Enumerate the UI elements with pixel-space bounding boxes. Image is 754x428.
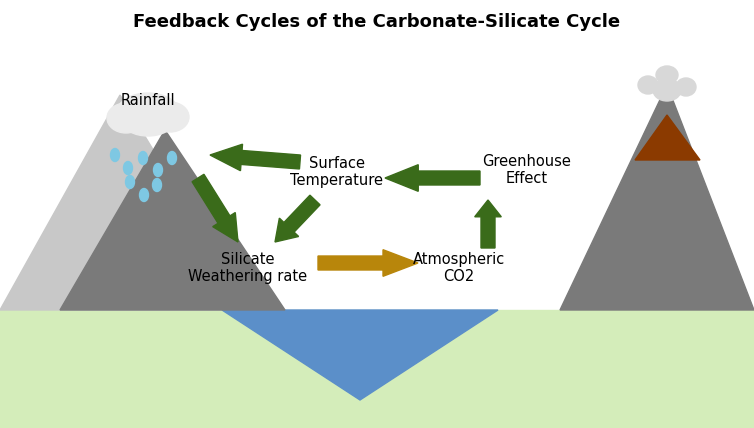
Text: Surface
Temperature: Surface Temperature bbox=[290, 156, 384, 188]
FancyArrow shape bbox=[275, 195, 320, 242]
Ellipse shape bbox=[151, 102, 189, 132]
Polygon shape bbox=[222, 310, 498, 400]
Ellipse shape bbox=[676, 78, 696, 96]
FancyArrow shape bbox=[385, 165, 480, 191]
Ellipse shape bbox=[117, 93, 179, 131]
Ellipse shape bbox=[139, 152, 148, 164]
Text: Atmospheric
CO2: Atmospheric CO2 bbox=[413, 252, 505, 284]
Ellipse shape bbox=[125, 175, 134, 188]
Text: Greenhouse
Effect: Greenhouse Effect bbox=[483, 154, 572, 186]
Bar bbox=[0, 310, 754, 428]
Ellipse shape bbox=[111, 149, 119, 161]
Polygon shape bbox=[560, 85, 754, 310]
Ellipse shape bbox=[656, 66, 678, 84]
Polygon shape bbox=[635, 115, 700, 160]
Text: Rainfall: Rainfall bbox=[121, 92, 176, 107]
Ellipse shape bbox=[653, 79, 681, 101]
Ellipse shape bbox=[152, 178, 161, 191]
Ellipse shape bbox=[139, 188, 149, 202]
FancyArrow shape bbox=[192, 174, 238, 242]
Ellipse shape bbox=[124, 161, 133, 175]
Ellipse shape bbox=[638, 76, 658, 94]
Ellipse shape bbox=[154, 163, 163, 176]
FancyArrow shape bbox=[475, 200, 501, 248]
FancyArrow shape bbox=[210, 144, 301, 171]
Text: Feedback Cycles of the Carbonate-Silicate Cycle: Feedback Cycles of the Carbonate-Silicat… bbox=[133, 13, 621, 31]
FancyArrow shape bbox=[318, 250, 418, 276]
Ellipse shape bbox=[123, 108, 173, 136]
Polygon shape bbox=[60, 130, 285, 310]
Polygon shape bbox=[0, 95, 250, 310]
Text: Silicate
Weathering rate: Silicate Weathering rate bbox=[188, 252, 308, 284]
Ellipse shape bbox=[107, 103, 145, 133]
Ellipse shape bbox=[167, 152, 176, 164]
